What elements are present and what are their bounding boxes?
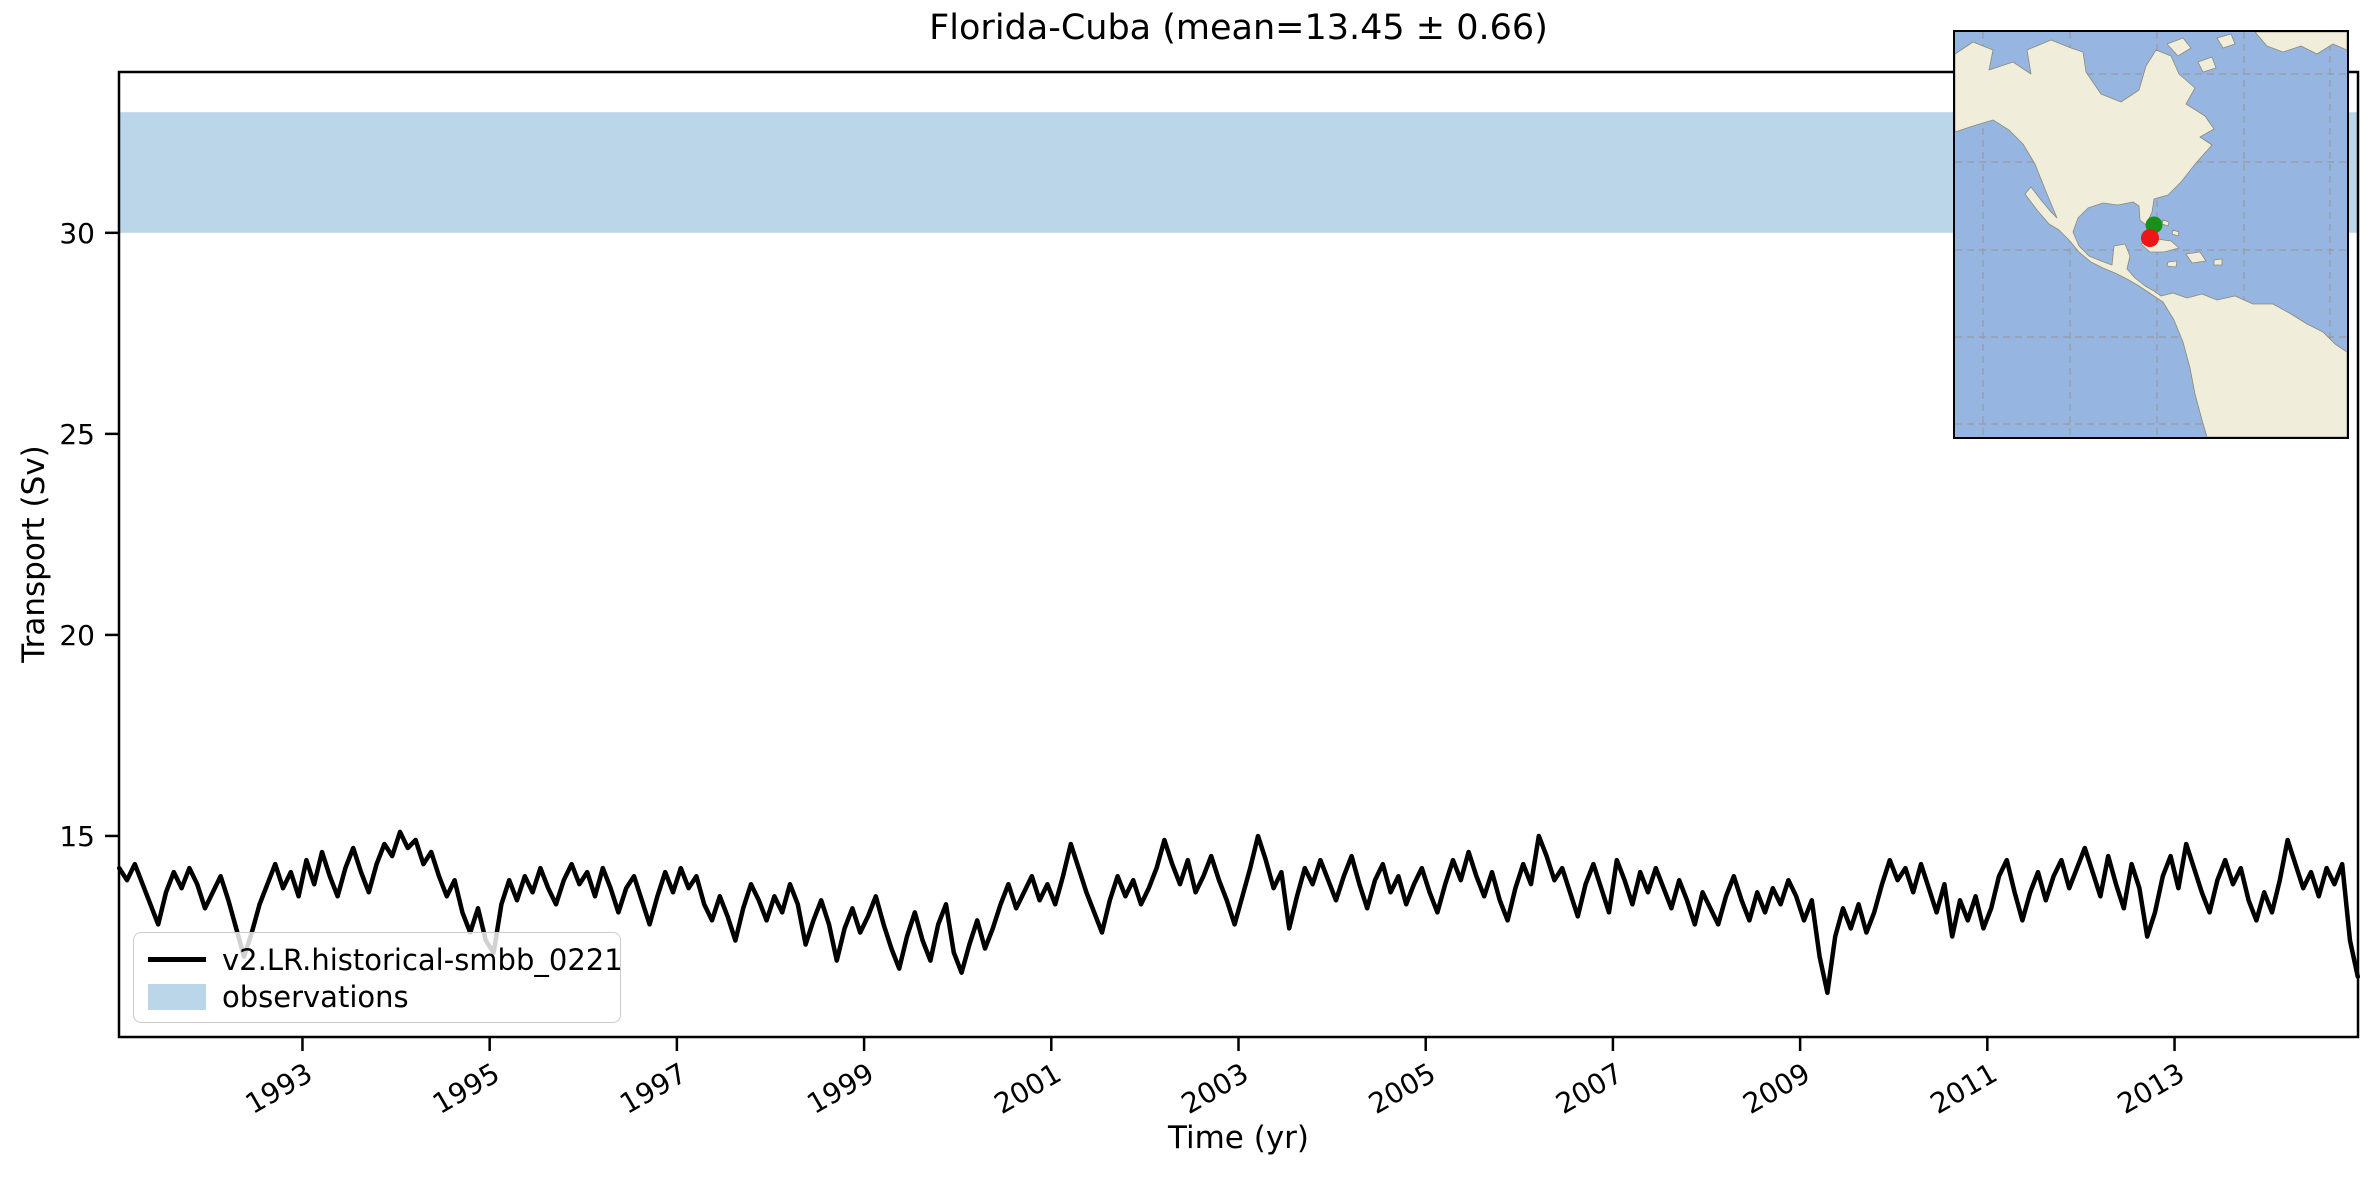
island-bahamas <box>2161 219 2170 227</box>
legend-patch-swatch <box>148 984 206 1011</box>
legend-entry-observations: observations <box>148 979 606 1017</box>
landmass-arctic-island <box>2216 33 2236 49</box>
x-tick-label: 1993 <box>240 1056 318 1120</box>
island-bahamas <box>2171 229 2180 237</box>
transect-point-cuba <box>2141 229 2159 247</box>
x-tick-label: 1997 <box>614 1056 692 1120</box>
x-axis-label: Time (yr) <box>1168 1120 1309 1156</box>
inset-map <box>1953 30 2349 439</box>
island-jamaica <box>2166 260 2178 268</box>
x-tick-label: 2005 <box>1363 1056 1441 1120</box>
y-tick-label: 25 <box>59 418 95 451</box>
legend-label-model: v2.LR.historical-smbb_0221 <box>222 942 623 977</box>
chart-title: Florida-Cuba (mean=13.45 ± 0.66) <box>929 8 1548 48</box>
island-puerto-rico <box>2213 258 2223 266</box>
x-tick-label: 2007 <box>1550 1056 1628 1120</box>
map-landmasses <box>1955 32 2347 437</box>
legend-entry-model: v2.LR.historical-smbb_0221 <box>148 941 623 979</box>
legend: v2.LR.historical-smbb_0221 observations <box>133 932 623 1023</box>
y-axis-label: Transport (Sv) <box>16 445 52 663</box>
x-tick-label: 1995 <box>427 1056 505 1120</box>
landmass-americas <box>1955 39 2347 437</box>
legend-line-swatch <box>148 957 206 963</box>
landmass-greenland <box>2254 32 2347 55</box>
landmass-arctic-island <box>2166 37 2192 57</box>
island-hispaniola <box>2185 251 2207 264</box>
legend-label-observations: observations <box>222 980 409 1015</box>
x-tick-label: 2001 <box>989 1056 1067 1120</box>
x-tick-label: 2003 <box>1176 1056 1254 1120</box>
y-tick-label: 20 <box>59 619 95 652</box>
x-tick-label: 1999 <box>801 1056 879 1120</box>
y-tick-label: 30 <box>59 217 95 250</box>
x-tick-label: 2009 <box>1737 1056 1815 1120</box>
landmass-arctic-island <box>2197 56 2217 73</box>
x-tick-label: 2011 <box>1925 1056 2003 1120</box>
x-tick-label: 2013 <box>2112 1056 2190 1120</box>
y-tick-label: 15 <box>59 820 95 853</box>
